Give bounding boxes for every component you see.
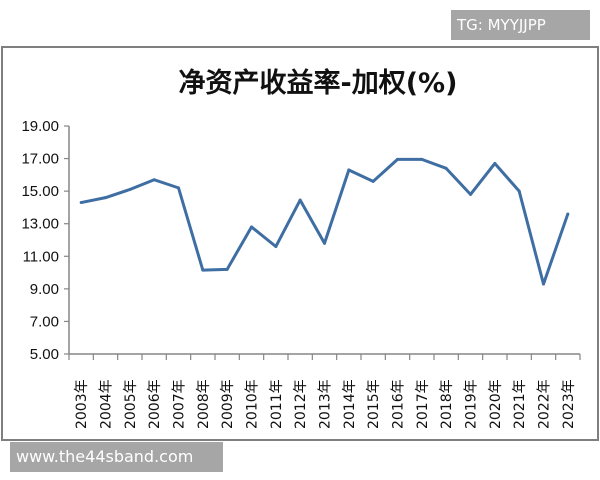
data-point	[104, 196, 107, 200]
data-point	[250, 225, 253, 229]
data-point	[493, 161, 497, 165]
x-tick-label: 2004年	[99, 379, 115, 429]
x-tick-label: 2006年	[147, 379, 163, 429]
chart-title: 净资产收益率-加权(%)	[179, 67, 458, 99]
y-tick-label: 9.00	[30, 281, 59, 298]
data-point	[347, 168, 351, 172]
x-tick-label: 2003年	[74, 379, 90, 429]
series-group	[79, 157, 570, 286]
data-point	[371, 179, 375, 183]
x-tick-label: 2009年	[220, 379, 236, 429]
x-tick-label: 2022年	[537, 379, 553, 429]
x-tick-label: 2011年	[269, 379, 285, 429]
data-point	[323, 241, 326, 245]
x-tick-label: 2016年	[391, 379, 407, 429]
data-point	[274, 245, 278, 249]
x-tick-label: 2012年	[293, 379, 309, 429]
watermark-bottom-left: www.the44sband.com	[10, 442, 223, 472]
x-tick-label: 2023年	[561, 379, 577, 429]
y-tick-label: 17.00	[21, 151, 59, 168]
x-tick-label: 2005年	[123, 379, 139, 429]
x-tick-label: 2019年	[464, 379, 480, 429]
data-point	[225, 267, 229, 271]
y-tick-label: 19.00	[21, 118, 59, 135]
data-point	[79, 201, 83, 205]
x-tick-label: 2021年	[512, 379, 528, 429]
data-point	[177, 186, 180, 190]
x-tick-label: 2013年	[318, 379, 334, 429]
x-tick-label: 2015年	[366, 379, 382, 429]
data-point	[396, 157, 399, 161]
x-tick-label: 2014年	[342, 379, 358, 429]
data-point	[201, 268, 205, 272]
y-axis: 5.00 7.00 9.00 11.00 13.00 15.00 17.00 19.00	[21, 118, 70, 363]
x-tick-label: 2020年	[488, 379, 504, 429]
data-point	[566, 212, 570, 216]
y-tick-label: 15.00	[21, 183, 59, 200]
data-point	[517, 189, 521, 193]
y-tick-label: 13.00	[21, 216, 59, 233]
y-tick-label: 7.00	[30, 313, 59, 330]
x-tick-label: 2018年	[439, 379, 455, 429]
data-point	[469, 192, 472, 196]
chart-frame	[1, 46, 599, 441]
data-point	[444, 166, 448, 170]
x-tick-label: 2008年	[196, 379, 212, 429]
x-tick-label: 2007年	[172, 379, 188, 429]
y-tick-label: 11.00	[23, 248, 59, 265]
x-tick-label: 2010年	[245, 379, 261, 429]
data-point	[542, 282, 545, 286]
watermark-top-right: TG: MYYJJPP	[451, 10, 590, 40]
y-tick-label: 5.00	[30, 346, 59, 363]
data-point	[152, 178, 156, 182]
data-point	[298, 198, 302, 202]
data-point	[420, 157, 424, 161]
x-tick-label: 2017年	[415, 379, 431, 429]
data-point	[128, 188, 132, 192]
x-axis: 2003年 2004年 2005年 2006年 2007年 2008年 2009年 2010年…	[68, 353, 581, 429]
